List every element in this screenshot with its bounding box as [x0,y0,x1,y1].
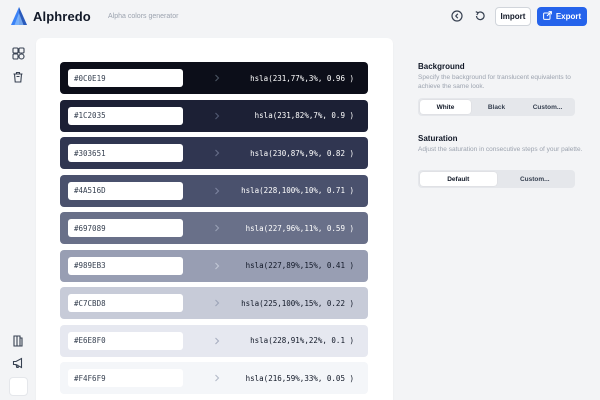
export-label: Export [555,12,582,21]
hex-input[interactable]: #F4F6F9 [68,369,183,387]
hex-input[interactable]: #303651 [68,144,183,162]
saturation-description: Adjust the saturation in consecutive ste… [418,146,583,153]
reset-icon[interactable] [473,9,487,23]
background-selector: White Black Custom... [418,98,575,116]
chevron-right-icon [211,185,223,197]
history-icon[interactable] [450,9,464,23]
hsla-value: hsla(228,100%,10%, 0.71 ) [241,186,354,195]
hsla-value: hsla(227,89%,15%, 0.41 ) [245,261,354,270]
chevron-right-icon [211,72,223,84]
color-swatch-row[interactable]: #697089 hsla(227,96%,11%, 0.59 ) [60,212,368,244]
color-swatch-row[interactable]: #1C2035 hsla(231,82%,7%, 0.9 ) [60,99,368,132]
app-header: Alphredo Alpha colors generator Import E… [0,0,600,34]
megaphone-icon[interactable] [11,356,25,370]
saturation-selector: Default Custom... [418,170,575,188]
docs-icon[interactable] [11,334,25,348]
chevron-right-icon [211,110,223,122]
hsla-value: hsla(228,91%,22%, 0.1 ) [250,336,354,345]
chevron-right-icon [211,260,223,272]
chevron-right-icon [211,372,223,384]
import-button[interactable]: Import [495,7,531,26]
hex-input[interactable]: #0C0E19 [68,69,183,87]
hex-input[interactable]: #989EB3 [68,256,183,275]
chevron-right-icon [211,147,223,159]
palette-card: #0C0E19 hsla(231,77%,3%, 0.96 ) #1C2035 hsl… [36,38,393,400]
saturation-title: Saturation [418,134,458,143]
hsla-value: hsla(230,87%,9%, 0.82 ) [250,148,354,158]
hsla-value: hsla(231,82%,7%, 0.9 ) [254,111,354,120]
chevron-right-icon [211,335,223,347]
color-swatch-row[interactable]: #F4F6F9 hsla(216,59%,33%, 0.05 ) [60,362,368,394]
app-tagline: Alpha colors generator [108,13,179,20]
hex-input[interactable]: #E6E8F0 [68,331,183,350]
user-avatar-button[interactable] [9,377,28,396]
alphredo-logo-icon [11,7,27,25]
hex-input[interactable]: #4A516D [68,181,183,200]
hex-input[interactable]: #C7CBD8 [68,294,183,312]
trash-icon[interactable] [11,70,25,84]
background-option-white[interactable]: White [420,100,471,114]
hsla-value: hsla(231,77%,3%, 0.96 ) [250,73,354,83]
color-swatch-row[interactable]: #E6E8F0 hsla(228,91%,22%, 0.1 ) [60,324,368,357]
hsla-value: hsla(216,59%,33%, 0.05 ) [245,373,354,383]
background-description: Specify the background for translucent e… [418,74,571,90]
saturation-option-custom[interactable]: Custom... [519,175,550,183]
hsla-value: hsla(227,96%,11%, 0.59 ) [245,223,354,233]
background-option-black[interactable]: Black [487,103,506,111]
saturation-option-default[interactable]: Default [420,172,497,186]
color-swatch-row[interactable]: #4A516D hsla(228,100%,10%, 0.71 ) [60,174,368,207]
palettes-icon[interactable] [11,46,25,60]
background-option-custom[interactable]: Custom... [532,103,563,111]
background-title: Background [418,62,465,71]
color-swatch-row[interactable]: #989EB3 hsla(227,89%,15%, 0.41 ) [60,249,368,282]
hsla-value: hsla(225,100%,15%, 0.22 ) [241,298,354,308]
hex-input[interactable]: #1C2035 [68,106,183,125]
chevron-right-icon [211,297,223,309]
export-button[interactable]: Export [537,7,587,26]
export-icon [542,11,552,22]
chevron-right-icon [211,222,223,234]
app-title: Alphredo [33,9,91,24]
color-swatch-row[interactable]: #C7CBD8 hsla(225,100%,15%, 0.22 ) [60,287,368,319]
hex-input[interactable]: #697089 [68,219,183,237]
color-swatch-row[interactable]: #303651 hsla(230,87%,9%, 0.82 ) [60,137,368,169]
color-swatch-row[interactable]: #0C0E19 hsla(231,77%,3%, 0.96 ) [60,62,368,94]
